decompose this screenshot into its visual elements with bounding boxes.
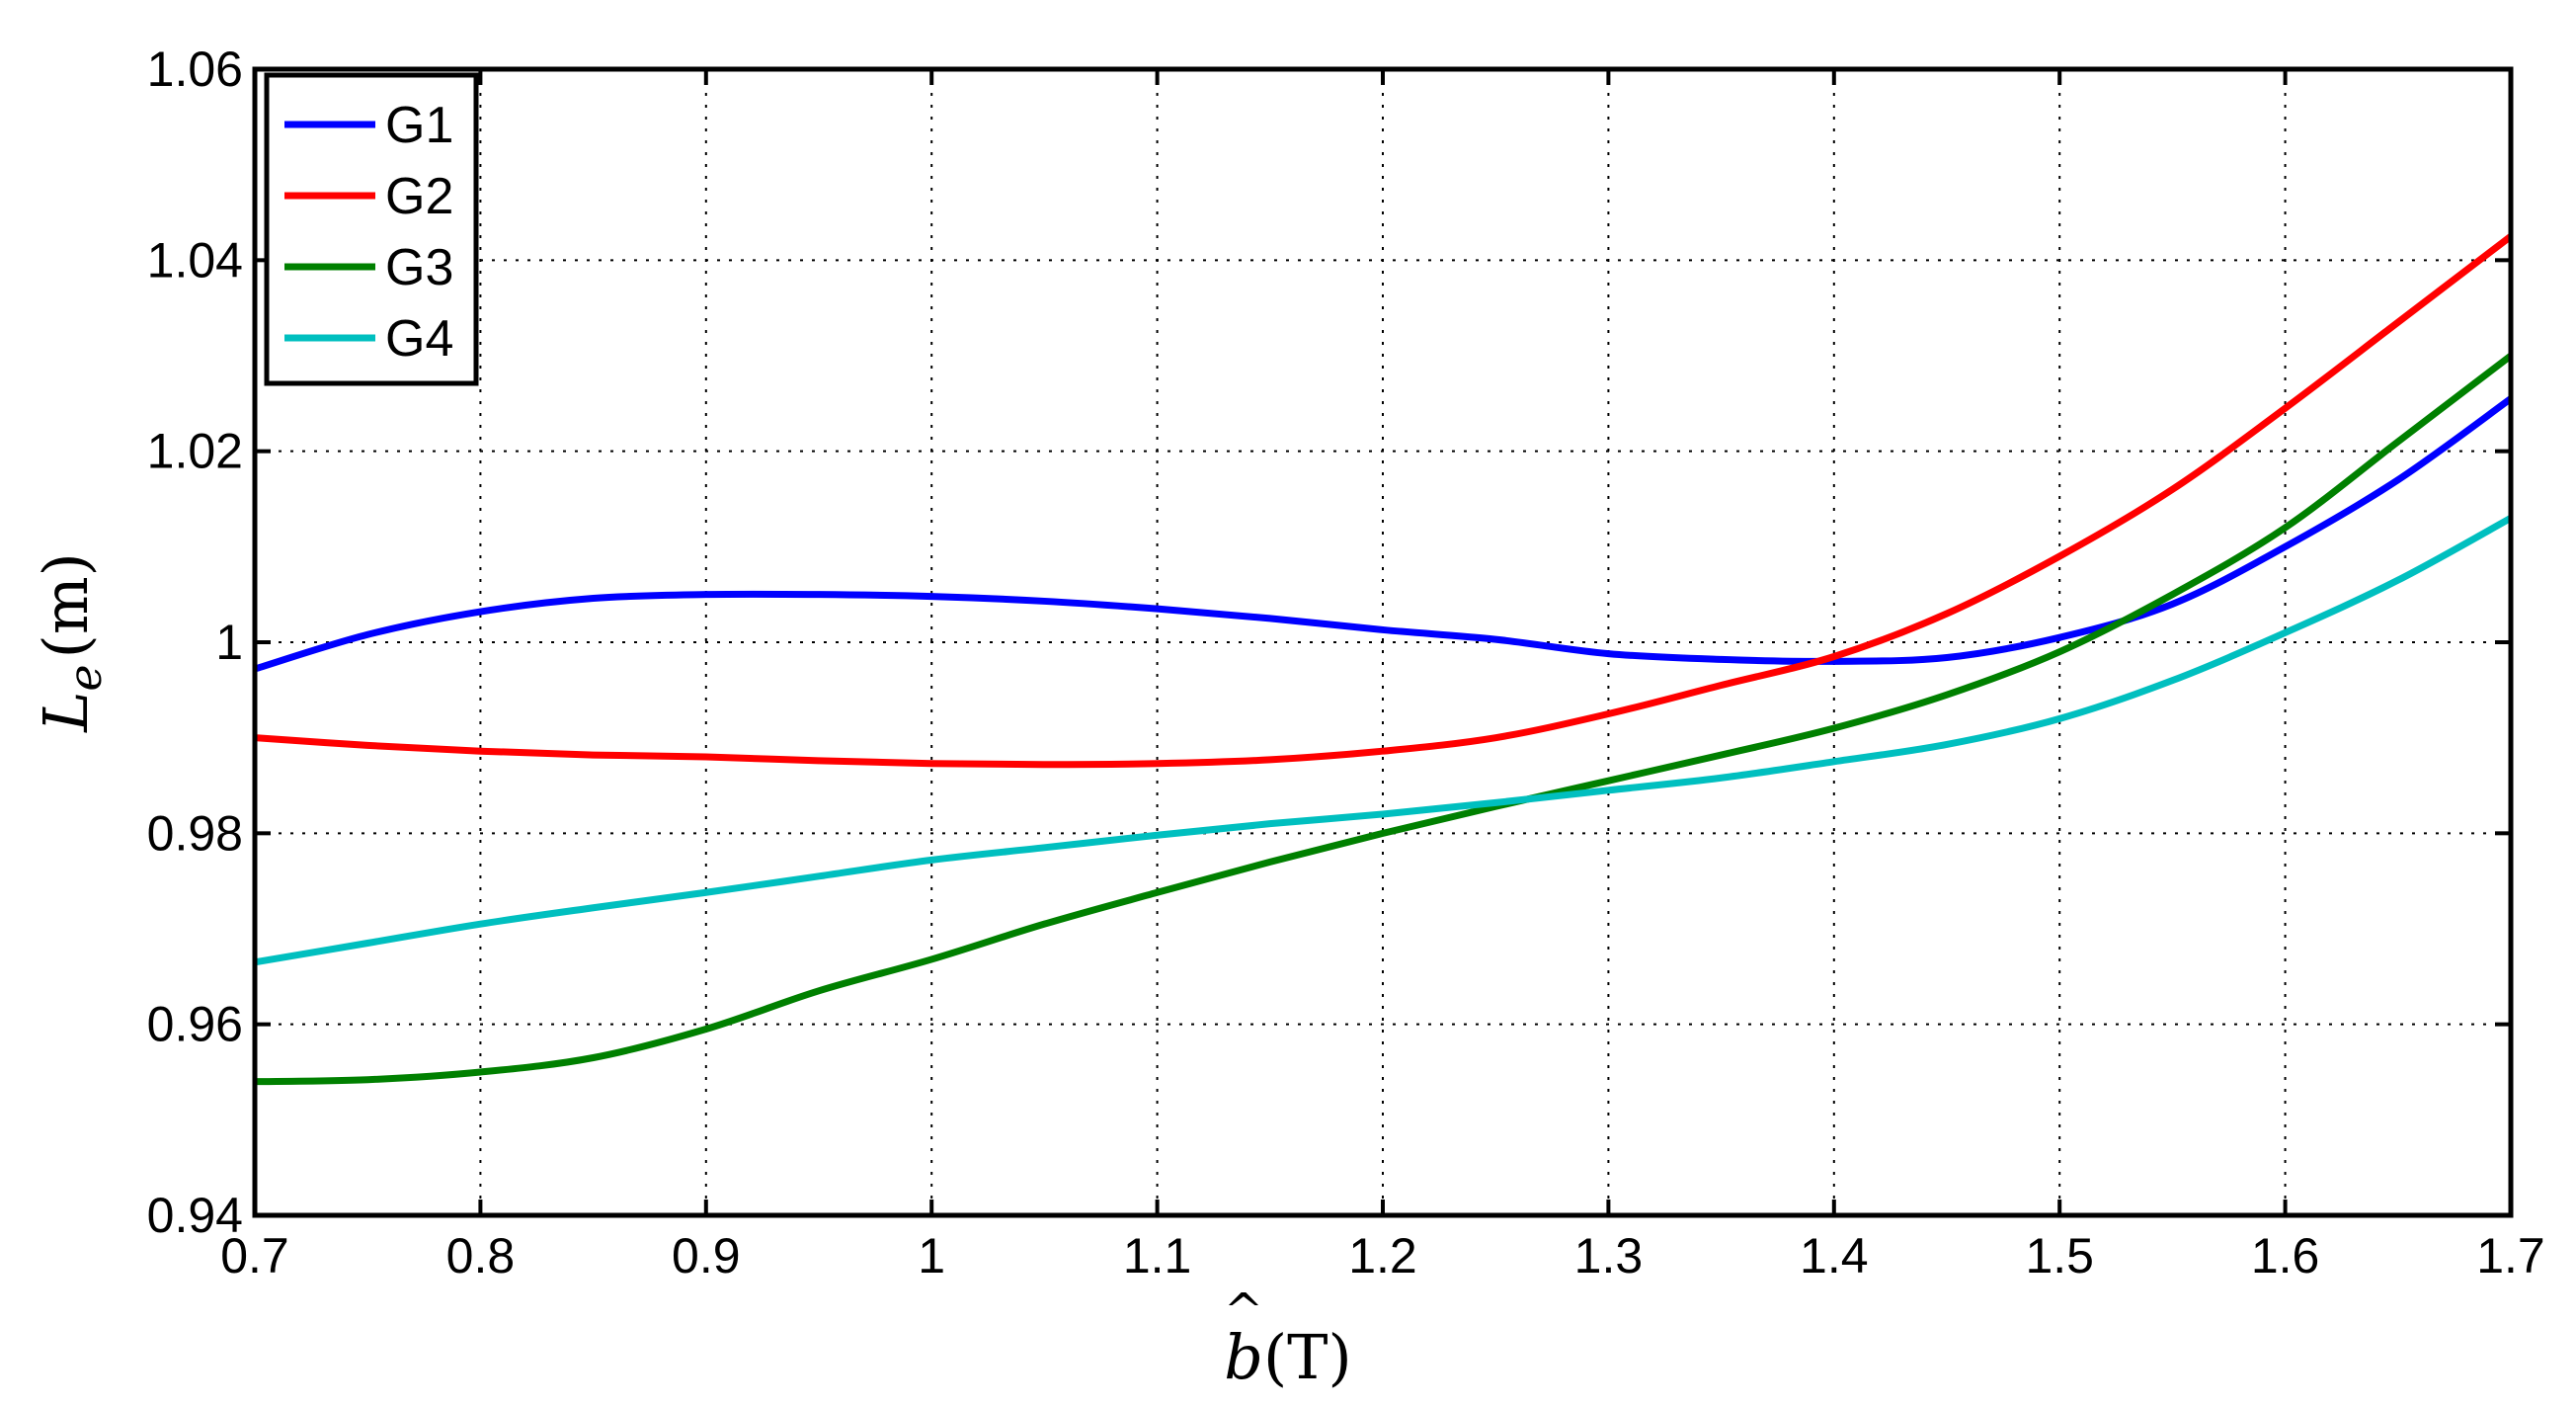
x-tick-label: 1.5: [2025, 1228, 2094, 1284]
svg-text:Le(m): Le(m): [30, 552, 112, 733]
series-line-g4: [254, 515, 2513, 966]
legend-label: G3: [385, 239, 453, 296]
x-tick-labels: 0.7 0.8 0.9 1 1.1 1.2 1.3 1.4 1.5 1.6 1.7: [220, 1228, 2545, 1284]
y-tick-label: 1.06: [147, 41, 243, 97]
y-tick-labels: 0.94 0.96 0.98 1 1.02 1.04 1.06: [147, 41, 243, 1243]
series-lines: [253, 233, 2514, 1086]
x-tick-label: 0.7: [220, 1228, 289, 1284]
x-tick-label: 1.2: [1348, 1228, 1417, 1284]
x-tick-label: 1: [918, 1228, 945, 1284]
y-axis-label: Le(m): [30, 552, 112, 733]
x-tick-label: 1.4: [1800, 1228, 1869, 1284]
x-tick-label: 1.6: [2251, 1228, 2320, 1284]
x-tick-label: 0.8: [446, 1228, 516, 1284]
x-axis-label-hat: ^: [1224, 1284, 1263, 1339]
legend-label: G1: [385, 97, 453, 154]
x-tick-label: 1.3: [1574, 1228, 1644, 1284]
x-tick-label: 0.9: [672, 1228, 741, 1284]
x-tick-label: 1.7: [2476, 1228, 2545, 1284]
y-tick-label: 1: [215, 615, 243, 670]
axis-ticks: [253, 67, 2513, 1217]
y-tick-label: 1.02: [147, 424, 243, 479]
series-line-g2: [254, 233, 2514, 769]
grid: [255, 69, 2511, 1215]
svg-text:b(T): b(T): [1224, 1321, 1351, 1393]
legend-item: G2: [284, 168, 453, 225]
y-tick-label: 1.04: [147, 232, 243, 288]
legend: G1 G2 G3 G4: [264, 72, 479, 386]
y-tick-label: 0.96: [147, 997, 243, 1052]
legend-label: G2: [385, 168, 453, 225]
legend-label: G4: [385, 310, 453, 368]
legend-item: G3: [284, 239, 453, 296]
y-tick-label: 0.94: [147, 1188, 243, 1243]
x-tick-label: 1.1: [1123, 1228, 1192, 1284]
y-tick-label: 0.98: [147, 805, 243, 861]
x-axis-label: b(T) ^: [1224, 1284, 1352, 1393]
series-line-g3: [254, 353, 2514, 1086]
legend-item: G4: [284, 310, 453, 368]
series-line-g1: [253, 395, 2514, 673]
legend-item: G1: [284, 97, 453, 154]
